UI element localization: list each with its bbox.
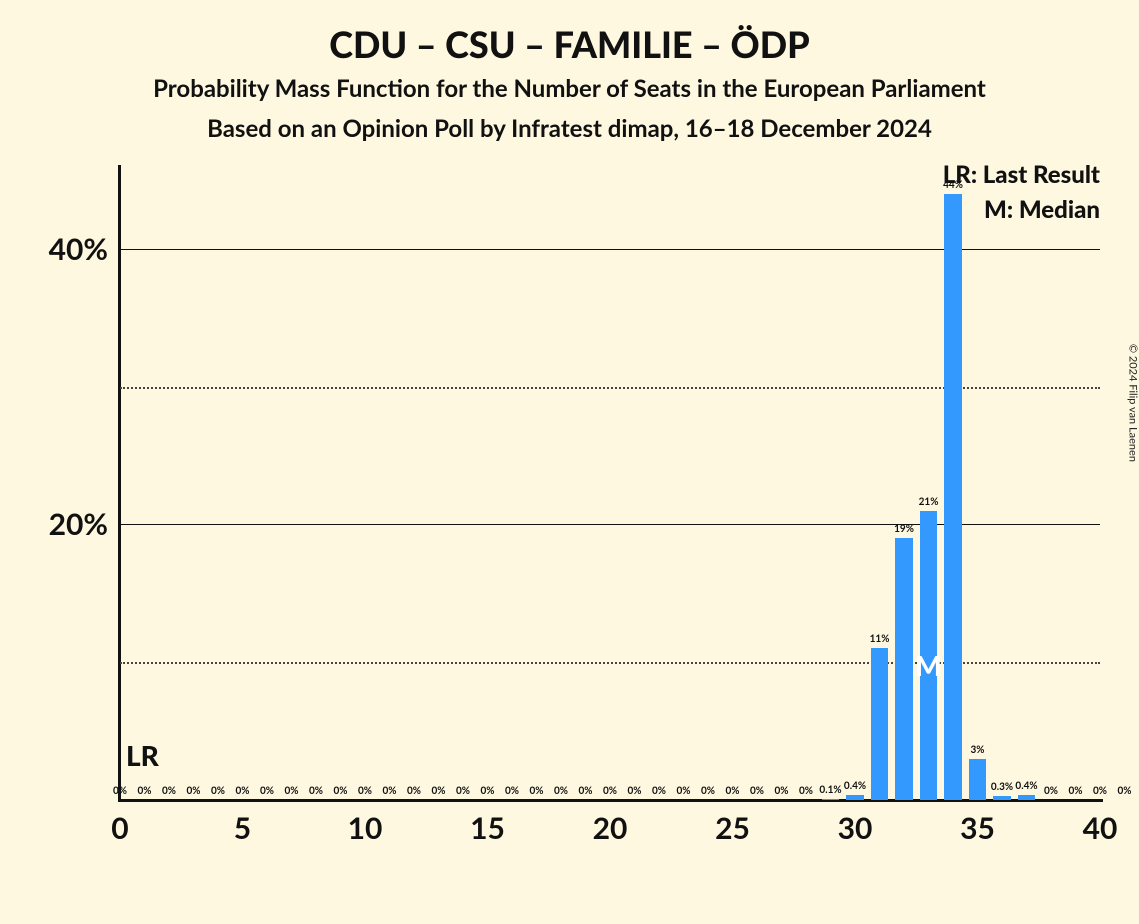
copyright-text: © 2024 Filip van Laenen: [1127, 344, 1139, 462]
x-tick-label: 15: [470, 810, 505, 846]
x-tick-label: 20: [593, 810, 628, 846]
y-axis: [118, 165, 121, 802]
y-tick-label: 20%: [49, 506, 108, 542]
bar-value-label: 19%: [894, 523, 914, 535]
bar-value-label: 0%: [799, 785, 813, 797]
bar-value-label: 0%: [1118, 785, 1132, 797]
bar-value-label: 0%: [1093, 785, 1107, 797]
legend-lr: LR: Last Result: [943, 160, 1100, 189]
bar-value-label: 0.4%: [1015, 780, 1037, 792]
bar: [871, 648, 889, 800]
bar-value-label: 21%: [919, 496, 939, 508]
legend-m: M: Median: [943, 195, 1100, 224]
bar: [822, 799, 840, 800]
bar-value-label: 0%: [285, 785, 299, 797]
legend: LR: Last Result M: Median: [943, 160, 1100, 224]
x-tick-label: 30: [838, 810, 873, 846]
bar-value-label: 0%: [260, 785, 274, 797]
bar-value-label: 0%: [138, 785, 152, 797]
chart-subtitle-2: Based on an Opinion Poll by Infratest di…: [0, 114, 1139, 143]
bar-value-label: 0.1%: [819, 784, 841, 796]
bar-value-label: 0%: [652, 785, 666, 797]
bar-value-label: 0%: [309, 785, 323, 797]
plot-area: LR: Last Result M: Median 20%40%05101520…: [120, 180, 1100, 800]
bar-value-label: 0%: [113, 785, 127, 797]
bar-value-label: 0.3%: [991, 781, 1013, 793]
x-tick-label: 5: [234, 810, 251, 846]
bar-value-label: 0%: [530, 785, 544, 797]
bar-value-label: 0%: [726, 785, 740, 797]
median-marker: M: [915, 648, 942, 682]
chart-title: CDU – CSU – FAMILIE – ÖDP: [0, 22, 1139, 66]
bar-value-label: 0%: [432, 785, 446, 797]
bar-value-label: 0%: [407, 785, 421, 797]
bar-value-label: 0%: [211, 785, 225, 797]
bar-value-label: 0%: [775, 785, 789, 797]
bar-value-label: 0%: [481, 785, 495, 797]
bar-value-label: 0%: [628, 785, 642, 797]
x-tick-label: 35: [960, 810, 995, 846]
bar-value-label: 0%: [1069, 785, 1083, 797]
bar: [969, 759, 987, 800]
bar: [895, 538, 913, 800]
bar-value-label: 0%: [236, 785, 250, 797]
bar-value-label: 0%: [750, 785, 764, 797]
bar-value-label: 0%: [187, 785, 201, 797]
bar-value-label: 0%: [358, 785, 372, 797]
bar-value-label: 44%: [943, 179, 963, 191]
x-tick-label: 40: [1083, 810, 1118, 846]
bar-value-label: 0%: [677, 785, 691, 797]
x-tick-label: 25: [715, 810, 750, 846]
bar-value-label: 0%: [603, 785, 617, 797]
bar: [846, 795, 864, 801]
bar-value-label: 0%: [554, 785, 568, 797]
bar: [944, 194, 962, 800]
bar-value-label: 0%: [505, 785, 519, 797]
bar-value-label: 0.4%: [844, 780, 866, 792]
x-tick-label: 10: [348, 810, 383, 846]
last-result-marker: LR: [126, 738, 159, 772]
bar-value-label: 0%: [1044, 785, 1058, 797]
bar: [993, 796, 1011, 800]
bar-value-label: 0%: [456, 785, 470, 797]
y-tick-label: 40%: [49, 231, 108, 267]
bar-value-label: 0%: [162, 785, 176, 797]
bar-value-label: 0%: [334, 785, 348, 797]
bar: [1018, 795, 1036, 801]
bar-value-label: 11%: [870, 633, 890, 645]
bar-value-label: 0%: [701, 785, 715, 797]
x-tick-label: 0: [111, 810, 128, 846]
chart-subtitle-1: Probability Mass Function for the Number…: [0, 74, 1139, 103]
bar-value-label: 0%: [383, 785, 397, 797]
bar-value-label: 0%: [579, 785, 593, 797]
bar-value-label: 3%: [971, 744, 985, 756]
